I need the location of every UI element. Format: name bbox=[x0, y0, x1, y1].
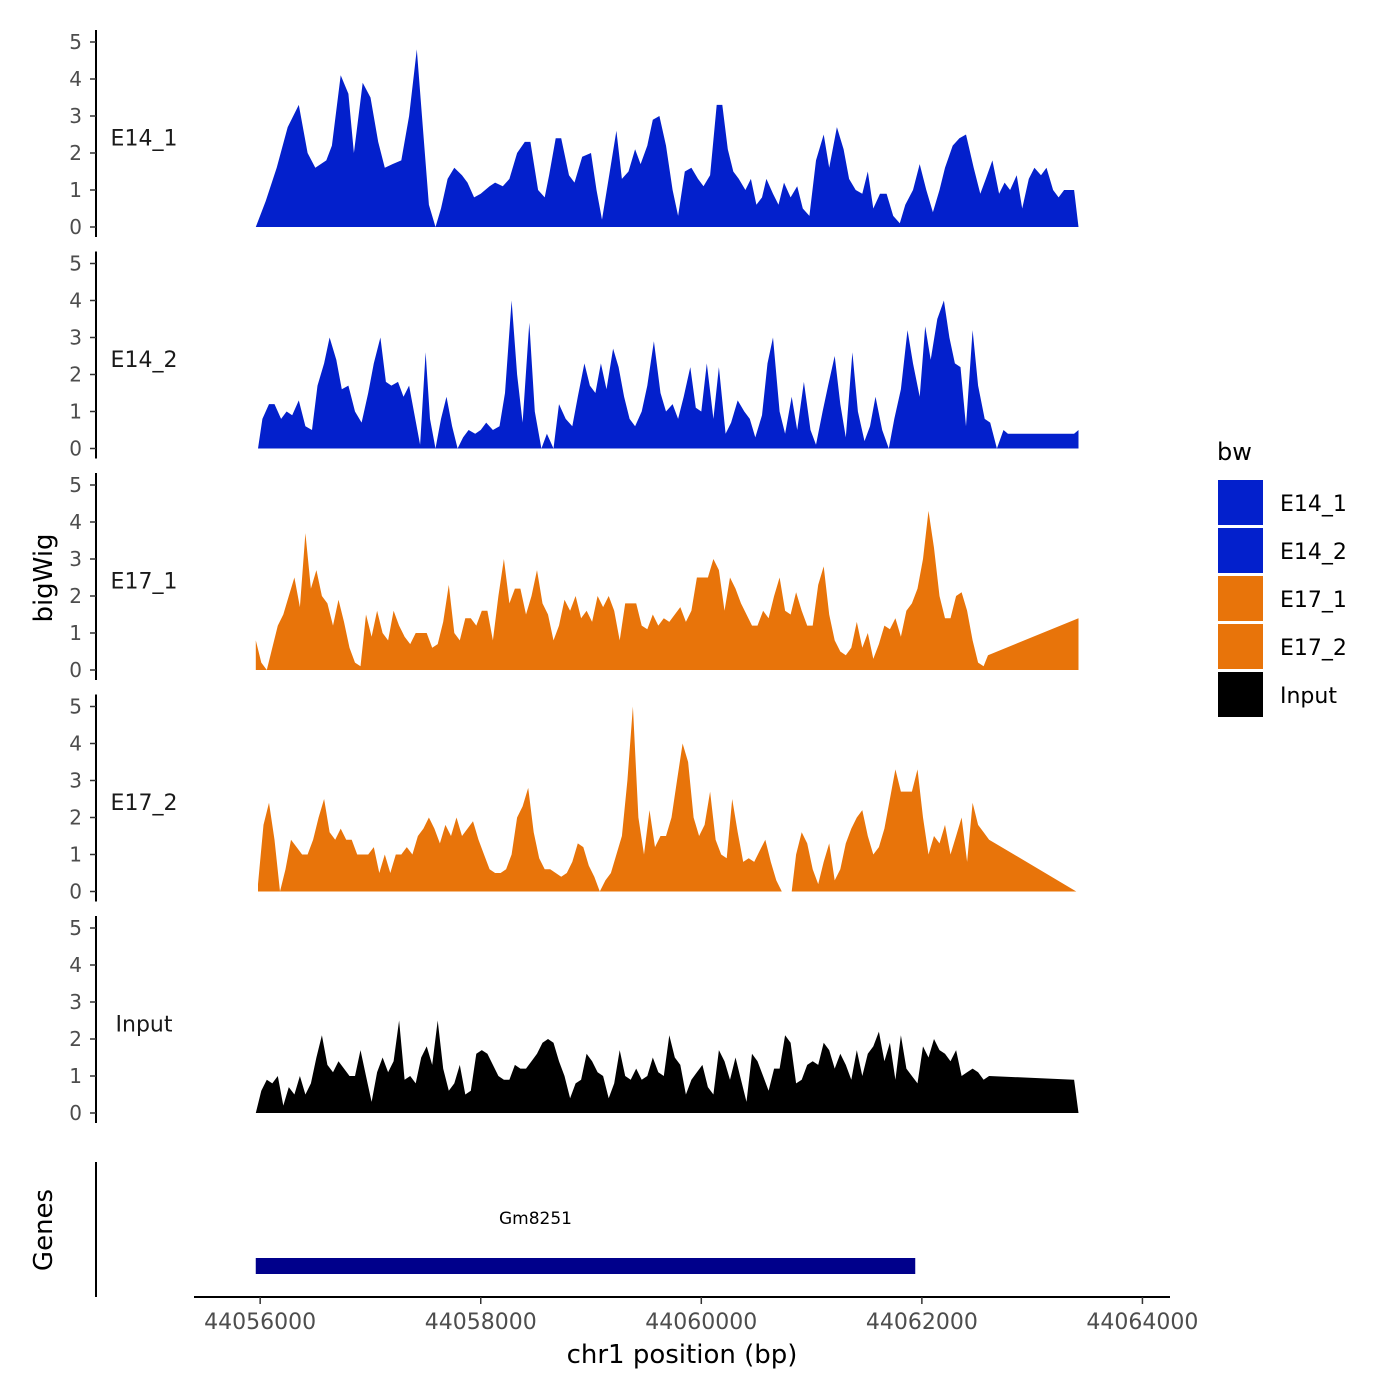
track-panel-Input: 0 1 2 3 4 5 Input bbox=[69, 916, 1079, 1125]
legend-swatch-E14_1 bbox=[1218, 480, 1263, 525]
y-tick-label: 1 bbox=[69, 843, 82, 867]
legend-swatch-E14_2 bbox=[1218, 528, 1263, 573]
track-label: E14_2 bbox=[111, 348, 178, 373]
y-tick-label: 1 bbox=[69, 178, 82, 202]
y-tick-label: 2 bbox=[69, 363, 82, 387]
legend-label: E17_1 bbox=[1280, 588, 1347, 613]
y-tick-label: 0 bbox=[69, 215, 82, 239]
legend-swatch-E17_1 bbox=[1218, 576, 1263, 621]
x-axis-label: chr1 position (bp) bbox=[567, 1340, 798, 1370]
y-tick-label: 3 bbox=[69, 326, 82, 350]
y-tick-label: 2 bbox=[69, 141, 82, 165]
y-tick-label: 5 bbox=[69, 30, 82, 54]
y-tick-label: 4 bbox=[69, 732, 82, 756]
y-tick-label: 0 bbox=[69, 1101, 82, 1125]
track-panel-E17_2: 0 1 2 3 4 5 E17_2 bbox=[69, 694, 1077, 904]
y-tick-label: 0 bbox=[69, 880, 82, 904]
y-tick-label: 3 bbox=[69, 547, 82, 571]
y-tick-label: 5 bbox=[69, 916, 82, 940]
track-panel-E14_2: 0 1 2 3 4 5 E14_2 bbox=[69, 251, 1079, 461]
legend-swatch-E17_2 bbox=[1218, 624, 1263, 669]
y-tick-label: 1 bbox=[69, 1064, 82, 1088]
y-tick-label: 3 bbox=[69, 104, 82, 128]
y-tick-label: 2 bbox=[69, 584, 82, 608]
x-axis: 44056000 44058000 44060000 44062000 44064000… bbox=[194, 1296, 1198, 1370]
y-tick-label: 1 bbox=[69, 400, 82, 424]
y-tick-label: 4 bbox=[69, 67, 82, 91]
y-tick-label: 3 bbox=[69, 769, 82, 793]
legend-label: Input bbox=[1280, 684, 1337, 709]
y-tick-label: 4 bbox=[69, 289, 82, 313]
y-tick-label: 0 bbox=[69, 437, 82, 461]
y-tick-label: 0 bbox=[69, 658, 82, 682]
legend-swatch-Input bbox=[1218, 672, 1263, 717]
coverage-area-E17_1 bbox=[255, 510, 1079, 670]
x-tick-label: 44062000 bbox=[866, 1310, 978, 1335]
x-tick-label: 44056000 bbox=[204, 1310, 316, 1335]
track-label: E14_1 bbox=[111, 127, 178, 152]
track-panel-E17_1: 0 1 2 3 4 5 E17_1 bbox=[69, 473, 1079, 682]
x-tick-label: 44058000 bbox=[425, 1310, 537, 1335]
legend-label: E14_2 bbox=[1280, 540, 1347, 565]
y-tick-label: 5 bbox=[69, 473, 82, 497]
genes-axis-label: Genes bbox=[29, 1189, 59, 1271]
y-tick-label: 1 bbox=[69, 621, 82, 645]
track-label: E17_2 bbox=[111, 791, 178, 816]
y-tick-label: 2 bbox=[69, 806, 82, 830]
y-tick-label: 5 bbox=[69, 252, 82, 276]
coverage-area-E14_1 bbox=[255, 49, 1079, 228]
x-tick-label: 44064000 bbox=[1086, 1310, 1198, 1335]
legend-label: E14_1 bbox=[1280, 492, 1347, 517]
track-panel-E14_1: 0 1 2 3 4 5 E14_1 bbox=[69, 30, 1079, 239]
gene-body-Gm8251 bbox=[255, 1258, 916, 1274]
legend: bw E14_1 E14_2 E17_1 E17_2 Input bbox=[1217, 438, 1347, 717]
gene-label: Gm8251 bbox=[499, 1209, 572, 1229]
coverage-tracks: 0 1 2 3 4 5 E14_1 0 1 2 3 4 5 E14_2 0 1 2 3 4 5 E17_1 0 1 2 3 4 5 E… bbox=[69, 30, 1079, 1125]
y-axis-label: bigWig bbox=[29, 533, 59, 622]
y-tick-label: 3 bbox=[69, 990, 82, 1014]
coverage-area-E14_2 bbox=[258, 300, 1079, 449]
track-label: Input bbox=[116, 1013, 173, 1038]
x-tick-label: 44060000 bbox=[645, 1310, 757, 1335]
y-tick-label: 4 bbox=[69, 510, 82, 534]
genes-track: Gm8251 Genes bbox=[29, 1162, 916, 1297]
coverage-area-E17_2 bbox=[258, 706, 1077, 892]
track-label: E17_1 bbox=[111, 570, 178, 595]
legend-title: bw bbox=[1217, 438, 1252, 466]
legend-label: E17_2 bbox=[1280, 636, 1347, 661]
y-tick-label: 2 bbox=[69, 1027, 82, 1051]
coverage-area-Input bbox=[255, 1020, 1079, 1113]
y-tick-label: 5 bbox=[69, 695, 82, 719]
y-tick-label: 4 bbox=[69, 953, 82, 977]
